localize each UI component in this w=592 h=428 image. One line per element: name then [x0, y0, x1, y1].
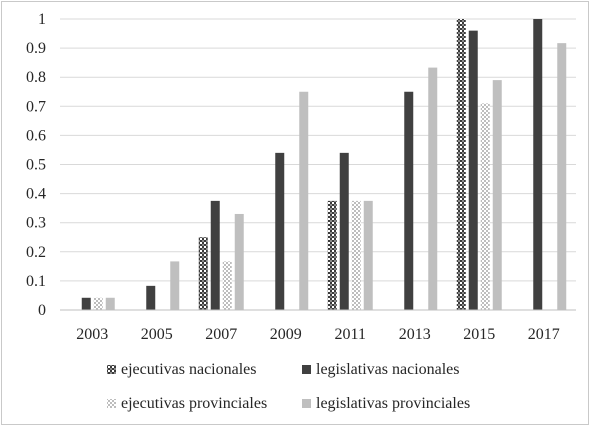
y-tick-label: 0.5 — [26, 157, 46, 174]
bars — [81, 19, 567, 310]
y-tick-label: 0.3 — [26, 215, 46, 232]
y-tick-label: 0.1 — [26, 273, 46, 290]
bar-legislativas-provinciales-2011 — [363, 200, 373, 310]
y-tick-label: 0.9 — [26, 40, 46, 57]
bar-legislativas-provinciales-2009 — [299, 91, 309, 310]
bar-legislativas-provinciales-2013 — [428, 67, 438, 310]
x-tick-label: 2009 — [270, 326, 302, 343]
bar-legislativas-nacionales-2017 — [533, 19, 543, 310]
bar-legislativas-nacionales-2013 — [404, 91, 414, 310]
legend-label: legislativas provinciales — [316, 395, 470, 412]
bar-legislativas-nacionales-2011 — [339, 152, 349, 310]
bar-legislativas-nacionales-2007 — [210, 200, 220, 310]
y-axis-ticks: 0 0.1 0.2 0.3 0.4 0.5 0.6 0.7 0.8 0.9 1 — [26, 11, 46, 319]
legend-swatch — [302, 365, 311, 374]
bar-legislativas-provinciales-2003 — [105, 297, 115, 310]
y-tick-label: 0.7 — [26, 98, 46, 115]
y-tick-label: 0.4 — [26, 186, 46, 203]
bar-legislativas-provinciales-2015 — [492, 80, 502, 310]
bar-legislativas-provinciales-2007 — [234, 213, 244, 310]
bar-legislativas-provinciales-2017 — [557, 43, 567, 310]
x-tick-label: 2017 — [528, 326, 560, 343]
bar-ejecutivas-nacionales-2015 — [456, 19, 466, 310]
bar-legislativas-provinciales-2005 — [170, 261, 180, 310]
x-tick-label: 2005 — [141, 326, 173, 343]
gridlines — [60, 18, 576, 282]
bar-ejecutivas-provinciales-2011 — [351, 200, 361, 310]
bar-legislativas-nacionales-2015 — [468, 30, 478, 310]
legend-label: ejecutivas provinciales — [121, 395, 267, 412]
bar-ejecutivas-nacionales-2011 — [327, 200, 337, 310]
x-tick-label: 2015 — [463, 326, 495, 343]
x-tick-label: 2003 — [76, 326, 108, 343]
bar-legislativas-nacionales-2005 — [146, 285, 156, 310]
legend-swatch — [107, 399, 116, 408]
x-axis-ticks: 2003 2005 2007 2009 2011 2013 2015 2017 — [76, 326, 560, 343]
bar-ejecutivas-provinciales-2007 — [222, 261, 232, 310]
bar-legislativas-nacionales-2003 — [81, 297, 91, 310]
x-tick-label: 2013 — [399, 326, 431, 343]
bar-ejecutivas-provinciales-2015 — [480, 103, 490, 310]
y-tick-label: 1 — [38, 11, 46, 28]
bar-ejecutivas-nacionales-2007 — [198, 237, 208, 310]
y-tick-label: 0 — [38, 302, 46, 319]
legend-label: ejecutivas nacionales — [121, 361, 257, 378]
legend: ejecutivas nacionales legislativas nacion… — [107, 361, 470, 412]
bar-legislativas-nacionales-2009 — [275, 152, 285, 310]
y-tick-label: 0.2 — [26, 244, 46, 261]
legend-swatch — [302, 399, 311, 408]
y-tick-label: 0.8 — [26, 69, 46, 86]
bar-ejecutivas-provinciales-2003 — [93, 297, 103, 310]
legend-swatch — [107, 365, 116, 374]
x-tick-label: 2007 — [205, 326, 237, 343]
x-tick-label: 2011 — [335, 326, 366, 343]
y-tick-label: 0.6 — [26, 127, 46, 144]
legend-label: legislativas nacionales — [316, 361, 460, 378]
